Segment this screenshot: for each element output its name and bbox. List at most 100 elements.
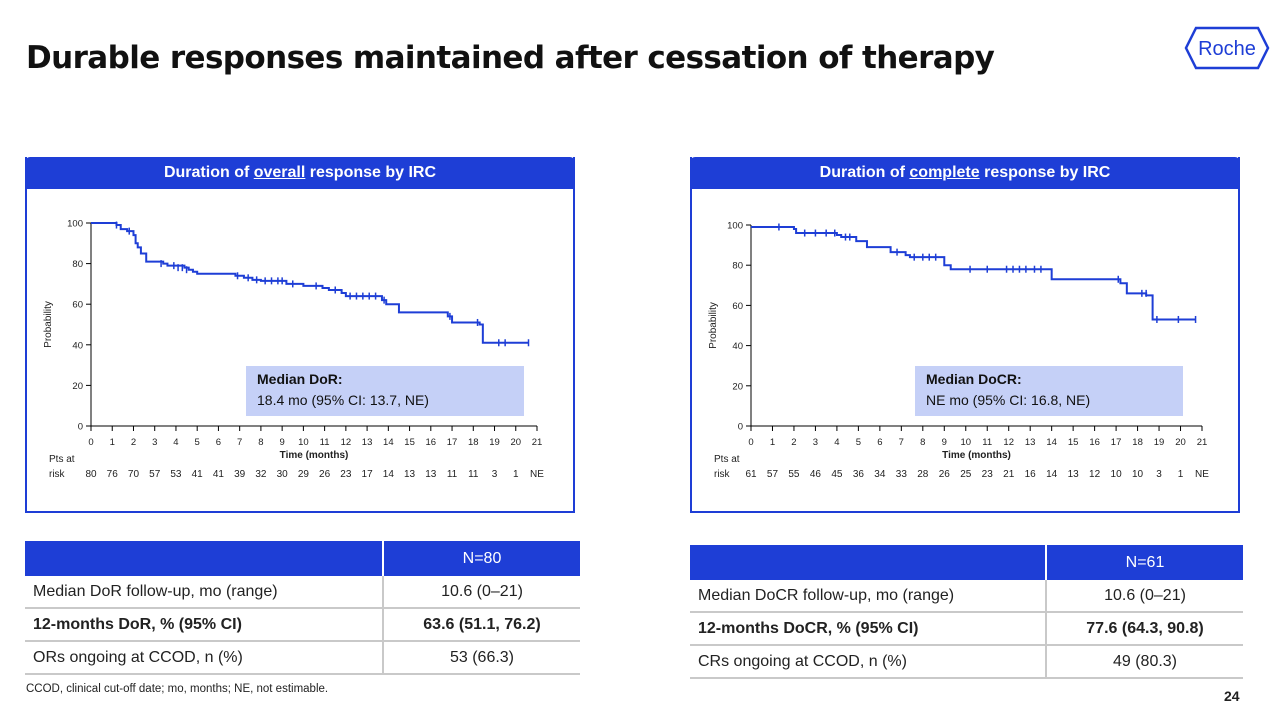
x-tick-label: 19 <box>489 437 500 448</box>
page-number: 24 <box>1224 688 1240 704</box>
x-tick-label: 20 <box>1175 437 1186 448</box>
at-risk-value: 13 <box>404 469 416 480</box>
at-risk-value: 1 <box>513 469 519 480</box>
km-curve <box>91 222 529 344</box>
at-risk-value: 70 <box>128 469 140 480</box>
x-tick-label: 12 <box>341 437 352 448</box>
row-label: ORs ongoing at CCOD, n (%) <box>25 641 383 675</box>
at-risk-value: 76 <box>107 469 119 480</box>
table-header-blank <box>25 541 383 576</box>
roche-logo: Roche <box>1184 26 1270 70</box>
row-label: CRs ongoing at CCOD, n (%) <box>690 645 1046 679</box>
at-risk-value: 53 <box>170 469 182 480</box>
x-tick-label: 7 <box>899 437 904 448</box>
table-row: Median DoR follow-up, mo (range) 10.6 (0… <box>25 576 580 609</box>
at-risk-value: 61 <box>745 469 757 480</box>
x-tick-label: 5 <box>856 437 861 448</box>
table-row: Median DoCR follow-up, mo (range) 10.6 (… <box>690 580 1243 613</box>
x-tick-label: 10 <box>960 437 971 448</box>
x-tick-label: 4 <box>173 437 178 448</box>
at-risk-value: 11 <box>468 469 479 480</box>
at-risk-value: 80 <box>85 469 97 480</box>
table-header-n: N=61 <box>1045 545 1243 580</box>
y-tick-label: 80 <box>72 259 83 270</box>
y-axis-label: Probability <box>43 301 54 348</box>
x-tick-label: 7 <box>237 437 242 448</box>
x-tick-label: 14 <box>1046 437 1057 448</box>
summary-table-overall: N=80 Median DoR follow-up, mo (range) 10… <box>25 541 580 675</box>
row-value: 53 (66.3) <box>382 641 580 675</box>
x-tick-label: 17 <box>447 437 458 448</box>
at-risk-value: 12 <box>1089 469 1101 480</box>
x-tick-label: 18 <box>1132 437 1143 448</box>
at-risk-value: 21 <box>1003 469 1015 480</box>
x-tick-label: 6 <box>877 437 882 448</box>
at-risk-value: 36 <box>853 469 865 480</box>
x-tick-label: 13 <box>362 437 373 448</box>
x-axis-label: Time (months) <box>280 450 349 461</box>
at-risk-value: 3 <box>1156 469 1162 480</box>
x-tick-label: 15 <box>404 437 415 448</box>
at-risk-value: 57 <box>767 469 779 480</box>
at-risk-value: 26 <box>939 469 951 480</box>
at-risk-value: 39 <box>234 469 246 480</box>
at-risk-label: Pts at <box>714 454 740 465</box>
km-panel-overall: Duration of overall response by IRC 0 20 4… <box>25 157 575 513</box>
x-tick-label: 8 <box>920 437 925 448</box>
at-risk-value: 14 <box>383 469 395 480</box>
x-tick-label: 6 <box>216 437 221 448</box>
table-row: 12-months DoR, % (95% CI) 63.6 (51.1, 76… <box>25 608 580 642</box>
x-tick-label: 1 <box>770 437 775 448</box>
x-tick-label: 0 <box>748 437 753 448</box>
y-axis-label: Probability <box>708 302 719 349</box>
x-tick-label: 19 <box>1154 437 1165 448</box>
table-header-blank <box>690 545 1046 580</box>
y-tick-label: 100 <box>67 219 83 230</box>
x-tick-label: 21 <box>532 437 543 448</box>
at-risk-value: 13 <box>1068 469 1080 480</box>
at-risk-value: 17 <box>362 469 374 480</box>
at-risk-value: 14 <box>1046 469 1058 480</box>
at-risk-label: risk <box>49 469 66 480</box>
y-tick-label: 20 <box>72 381 83 392</box>
table-header-n: N=80 <box>382 541 580 576</box>
x-tick-label: 11 <box>982 437 992 448</box>
at-risk-label: risk <box>714 469 731 480</box>
y-tick-label: 60 <box>732 301 743 312</box>
row-value: 10.6 (0–21) <box>1045 580 1243 613</box>
x-tick-label: 8 <box>258 437 263 448</box>
x-tick-label: 9 <box>942 437 947 448</box>
table-row: CRs ongoing at CCOD, n (%) 49 (80.3) <box>690 645 1243 679</box>
at-risk-value: 10 <box>1111 469 1123 480</box>
at-risk-value: 30 <box>277 469 289 480</box>
at-risk-value: 26 <box>319 469 331 480</box>
x-tick-label: 14 <box>383 437 394 448</box>
table-header-row: N=80 <box>25 541 580 576</box>
at-risk-label: Pts at <box>49 454 75 465</box>
km-curve <box>751 226 1196 321</box>
y-tick-label: 40 <box>732 341 743 352</box>
logo-text: Roche <box>1198 38 1256 60</box>
median-box <box>915 366 1183 416</box>
median-value: 18.4 mo (95% CI: 13.7, NE) <box>257 392 429 408</box>
km-panel-complete: Duration of complete response by IRC 0 20… <box>690 157 1240 513</box>
x-tick-label: 1 <box>110 437 115 448</box>
x-tick-label: 4 <box>834 437 839 448</box>
x-tick-label: 20 <box>510 437 521 448</box>
at-risk-value: 33 <box>896 469 908 480</box>
at-risk-value: NE <box>530 469 544 480</box>
at-risk-value: 1 <box>1178 469 1184 480</box>
row-label: Median DoCR follow-up, mo (range) <box>690 580 1046 613</box>
slide-title: Durable responses maintained after cessa… <box>26 40 995 76</box>
x-tick-label: 17 <box>1111 437 1122 448</box>
at-risk-value: 28 <box>917 469 929 480</box>
y-tick-label: 0 <box>738 422 743 433</box>
at-risk-value: 55 <box>788 469 800 480</box>
table-header-row: N=61 <box>690 545 1243 580</box>
x-tick-label: 2 <box>791 437 796 448</box>
median-title: Median DoCR: <box>926 371 1022 387</box>
row-value: 49 (80.3) <box>1045 645 1243 679</box>
x-tick-label: 21 <box>1197 437 1208 448</box>
summary-table-complete: N=61 Median DoCR follow-up, mo (range) 1… <box>690 545 1243 679</box>
